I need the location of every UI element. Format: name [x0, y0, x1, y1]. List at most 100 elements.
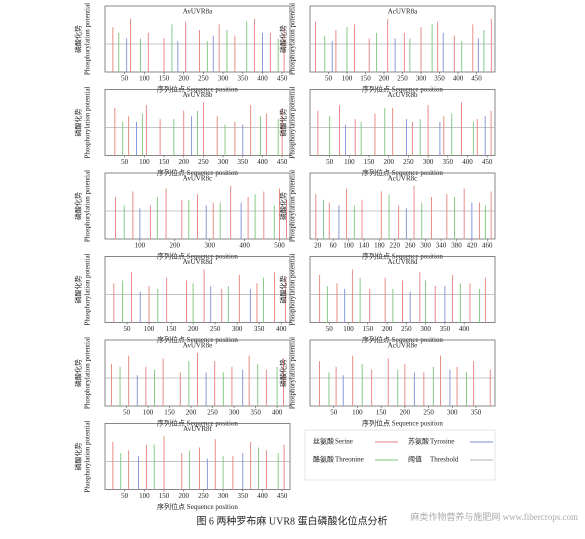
- x-tick-label: 100: [344, 158, 355, 166]
- x-tick-label: 50: [326, 158, 334, 166]
- legend-label-cn: 丝氨酸: [313, 437, 334, 446]
- x-axis-label: 序列位点 Sequence position: [157, 502, 238, 511]
- x-tick-label: 300: [423, 158, 434, 166]
- x-tick-label: 100: [343, 242, 354, 250]
- y-axis-label-cn: 磷酸化势: [74, 25, 83, 53]
- chart-title: AvUVR8f: [183, 425, 212, 433]
- x-tick-label: 200: [383, 158, 394, 166]
- x-tick-label: 400: [459, 325, 470, 333]
- x-tick-label: 150: [164, 409, 175, 417]
- x-tick-label: 100: [352, 409, 363, 417]
- x-tick-label: 400: [453, 75, 464, 83]
- chart-title: AcUVR8b: [388, 91, 418, 99]
- x-tick-label: 50: [326, 325, 334, 333]
- x-tick-label: 100: [143, 409, 154, 417]
- x-axis-label: 序列位点 Sequence position: [157, 168, 238, 177]
- x-tick-label: 350: [238, 75, 249, 83]
- y-axis-label-cn: 磷酸化势: [74, 192, 83, 220]
- x-tick-label: 460: [482, 242, 493, 250]
- x-tick-label: 200: [382, 325, 393, 333]
- x-tick-label: 500: [274, 242, 285, 250]
- y-axis-label-cn: 磷酸化势: [74, 109, 83, 137]
- x-tick-label: 20: [314, 242, 322, 250]
- chart-title: AvUVR8a: [183, 8, 213, 16]
- x-tick-label: 200: [400, 409, 411, 417]
- x-axis-label: 序列位点 Sequence position: [157, 419, 238, 428]
- watermark: 麻类作物营养与施肥网 www.fibercrops.com: [410, 511, 578, 522]
- legend-label-en: Tyrosine: [430, 438, 454, 446]
- chart-title: AcUVR8d: [388, 258, 418, 266]
- x-tick-label: 300: [218, 492, 229, 500]
- x-tick-label: 450: [277, 492, 288, 500]
- x-tick-label: 450: [277, 75, 288, 83]
- legend-label-en: Threonine: [335, 456, 364, 464]
- x-tick-label: 50: [121, 492, 129, 500]
- y-axis-label-en: Phosphorylation potential: [289, 253, 297, 325]
- x-tick-label: 180: [374, 242, 385, 250]
- y-axis-label-en: Phosphorylation potential: [84, 170, 92, 242]
- x-tick-label: 200: [379, 75, 390, 83]
- x-tick-label: 380: [451, 242, 462, 250]
- y-axis-label-en: Phosphorylation potential: [84, 86, 92, 158]
- chart-title: AcUVR8c: [388, 175, 418, 183]
- x-axis-label: 序列位点 Sequence position: [157, 252, 238, 261]
- x-tick-label: 350: [238, 492, 249, 500]
- legend-label-cn: 酪氨酸: [313, 455, 334, 464]
- x-tick-label: 100: [139, 492, 150, 500]
- x-tick-label: 140: [359, 242, 370, 250]
- y-axis-label-cn: 磷酸化势: [279, 359, 288, 387]
- x-tick-label: 350: [434, 75, 445, 83]
- x-tick-label: 350: [238, 158, 249, 166]
- x-tick-label: 100: [343, 325, 354, 333]
- x-tick-label: 400: [272, 409, 283, 417]
- y-axis-label-cn: 磷酸化势: [74, 276, 83, 304]
- x-tick-label: 250: [198, 158, 209, 166]
- caption: 图 6 两种罗布麻 UVR8 蛋白磷酸化位点分析: [196, 514, 387, 527]
- x-tick-label: 150: [360, 75, 371, 83]
- plot-frame: [309, 172, 496, 240]
- x-tick-label: 350: [471, 409, 482, 417]
- legend-label-en: Serine: [335, 438, 353, 446]
- x-tick-label: 350: [250, 409, 261, 417]
- y-axis-label-en: Phosphorylation potential: [289, 86, 297, 158]
- y-axis-label-en: Phosphorylation potential: [289, 337, 297, 409]
- x-tick-label: 350: [443, 158, 454, 166]
- x-tick-label: 250: [210, 325, 221, 333]
- plot-frame: [104, 5, 291, 73]
- x-tick-label: 50: [124, 325, 132, 333]
- x-tick-label: 300: [218, 75, 229, 83]
- x-tick-label: 300: [232, 325, 243, 333]
- x-tick-label: 200: [178, 492, 189, 500]
- x-tick-label: 340: [436, 242, 447, 250]
- x-tick-label: 350: [254, 325, 265, 333]
- x-axis-label: 序列位点 Sequence position: [157, 85, 238, 94]
- plot-frame: [309, 5, 496, 73]
- y-axis-label-en: Phosphorylation potential: [84, 253, 92, 325]
- x-axis-label: 序列位点 Sequence position: [362, 419, 443, 428]
- x-tick-label: 100: [139, 158, 150, 166]
- x-tick-label: 300: [420, 242, 431, 250]
- chart-title: AvUVR8b: [183, 91, 213, 99]
- x-tick-label: 250: [403, 158, 414, 166]
- x-tick-label: 250: [401, 325, 412, 333]
- y-axis-label-en: Phosphorylation potential: [84, 3, 92, 75]
- x-tick-label: 300: [204, 242, 215, 250]
- x-tick-label: 250: [198, 492, 209, 500]
- x-axis-label: 序列位点 Sequence position: [157, 335, 238, 344]
- x-tick-label: 400: [239, 242, 250, 250]
- x-tick-label: 450: [471, 75, 482, 83]
- x-axis-label: 序列位点 Sequence position: [362, 85, 443, 94]
- x-tick-label: 400: [257, 492, 268, 500]
- x-tick-label: 400: [257, 158, 268, 166]
- y-axis-label-cn: 磷酸化势: [74, 443, 83, 471]
- plot-frame: [309, 339, 496, 407]
- x-tick-label: 200: [170, 242, 181, 250]
- x-axis-label: 序列位点 Sequence position: [362, 252, 443, 261]
- legend-label-en: Threshold: [430, 456, 459, 464]
- x-axis-label: 序列位点 Sequence position: [362, 335, 443, 344]
- x-tick-label: 150: [376, 409, 387, 417]
- x-tick-label: 50: [325, 75, 333, 83]
- x-tick-label: 250: [397, 75, 408, 83]
- x-tick-label: 450: [482, 158, 493, 166]
